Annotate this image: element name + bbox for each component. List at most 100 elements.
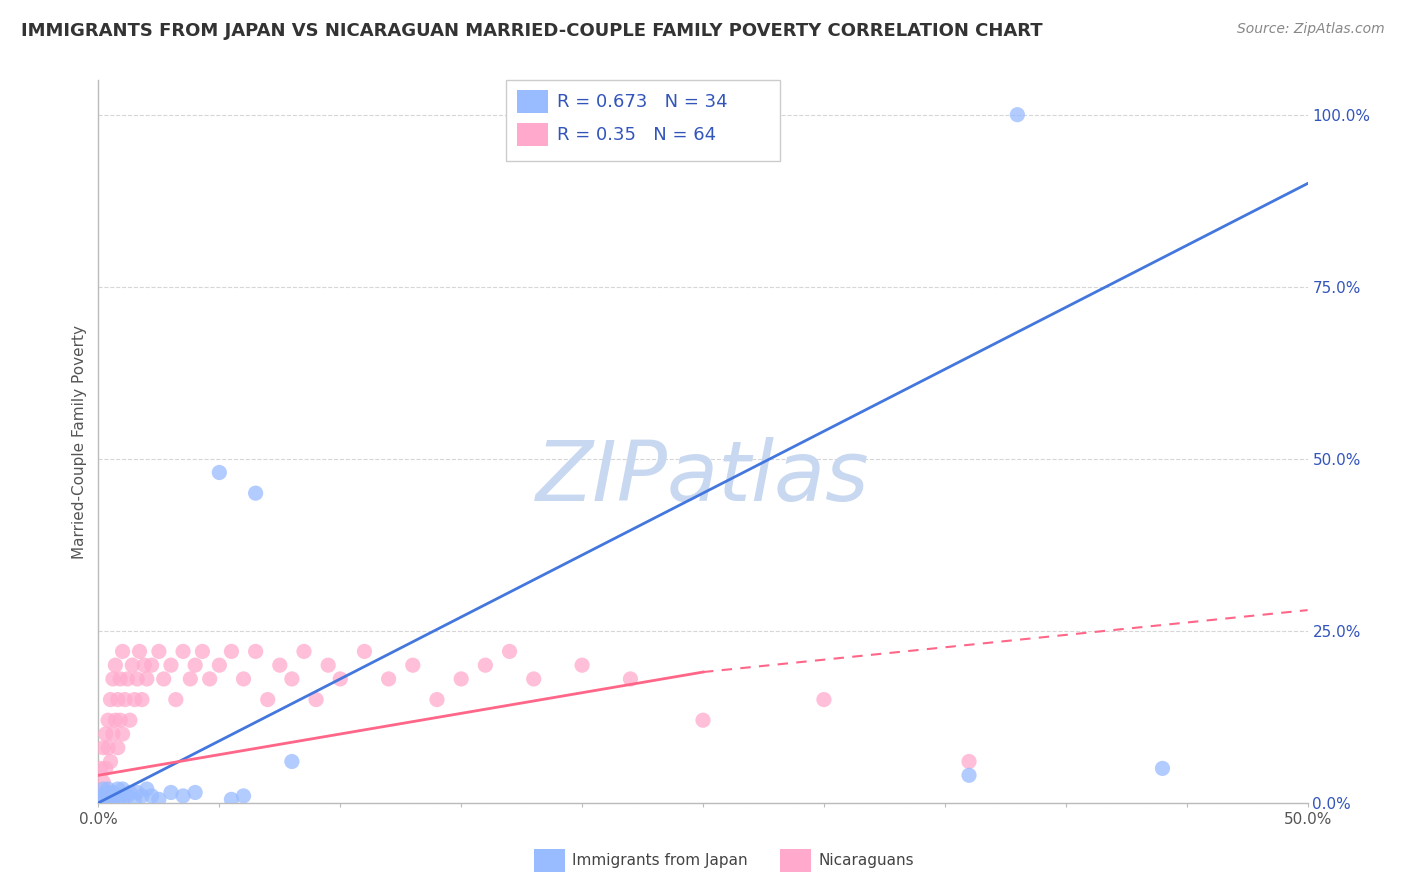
Point [957, 755, 980, 769]
Point [813, 692, 835, 706]
Point [94, 727, 117, 741]
Point [957, 768, 980, 782]
Point [134, 658, 156, 673]
Point [100, 755, 122, 769]
Point [184, 785, 207, 799]
Point [221, 792, 243, 806]
Point [377, 672, 399, 686]
Point [498, 644, 520, 658]
Point [94, 761, 117, 775]
Point [305, 692, 328, 706]
Point [1007, 108, 1029, 122]
Point [124, 792, 146, 806]
Point [108, 789, 131, 803]
Point [152, 672, 174, 686]
Point [131, 789, 153, 803]
Point [108, 713, 131, 727]
Point [184, 658, 207, 673]
Point [141, 789, 163, 803]
Point [90, 792, 112, 806]
Point [118, 785, 141, 799]
Point [232, 672, 254, 686]
Point [269, 658, 291, 673]
Point [104, 789, 127, 803]
Point [121, 658, 143, 673]
Point [402, 658, 425, 673]
Point [191, 644, 214, 658]
Point [128, 644, 150, 658]
Point [90, 789, 112, 803]
Text: ZIPatlas: ZIPatlas [536, 437, 870, 518]
Point [523, 672, 546, 686]
Point [90, 761, 112, 775]
Point [104, 658, 127, 673]
Point [100, 792, 122, 806]
Point [179, 672, 201, 686]
Point [94, 785, 117, 799]
Point [245, 644, 267, 658]
Point [141, 658, 163, 673]
Point [221, 644, 243, 658]
Point [111, 727, 134, 741]
Point [111, 782, 134, 797]
Text: R = 0.673   N = 34: R = 0.673 N = 34 [557, 93, 727, 111]
Point [117, 672, 139, 686]
Point [160, 785, 183, 799]
Point [131, 692, 153, 706]
Point [1152, 761, 1174, 775]
Point [124, 692, 146, 706]
Point [108, 672, 131, 686]
Text: Nicaraguans: Nicaraguans [818, 854, 914, 868]
Point [101, 785, 124, 799]
Y-axis label: Married-Couple Family Poverty: Married-Couple Family Poverty [72, 325, 87, 558]
Point [208, 466, 231, 480]
Point [692, 713, 714, 727]
Point [91, 782, 114, 797]
Point [172, 789, 194, 803]
Point [135, 672, 157, 686]
Text: IMMIGRANTS FROM JAPAN VS NICARAGUAN MARRIED-COUPLE FAMILY POVERTY CORRELATION CH: IMMIGRANTS FROM JAPAN VS NICARAGUAN MARR… [21, 22, 1043, 40]
Point [571, 658, 593, 673]
Point [474, 658, 496, 673]
Point [114, 692, 136, 706]
Point [97, 740, 120, 755]
Point [281, 672, 304, 686]
Point [148, 644, 170, 658]
Text: Immigrants from Japan: Immigrants from Japan [572, 854, 748, 868]
Point [619, 672, 641, 686]
Point [160, 658, 183, 673]
Text: Source: ZipAtlas.com: Source: ZipAtlas.com [1237, 22, 1385, 37]
Point [426, 692, 449, 706]
Point [104, 713, 127, 727]
Point [100, 692, 122, 706]
Point [97, 790, 120, 805]
Point [208, 658, 231, 673]
Point [101, 727, 124, 741]
Point [118, 713, 141, 727]
Point [329, 672, 352, 686]
Point [107, 692, 129, 706]
Point [316, 658, 339, 673]
Point [91, 789, 114, 803]
Point [101, 672, 124, 686]
Point [198, 672, 221, 686]
Point [91, 740, 114, 755]
Point [117, 789, 139, 803]
Point [232, 789, 254, 803]
Text: R = 0.35   N = 64: R = 0.35 N = 64 [557, 126, 716, 144]
Point [256, 692, 278, 706]
Point [148, 792, 170, 806]
Point [135, 782, 157, 797]
Point [94, 792, 117, 806]
Point [97, 782, 120, 797]
Point [111, 792, 134, 806]
Point [353, 644, 375, 658]
Point [127, 672, 149, 686]
Point [292, 644, 315, 658]
Point [91, 775, 114, 789]
Point [107, 782, 129, 797]
Point [450, 672, 472, 686]
Point [245, 486, 267, 500]
Point [97, 713, 120, 727]
Point [281, 755, 304, 769]
